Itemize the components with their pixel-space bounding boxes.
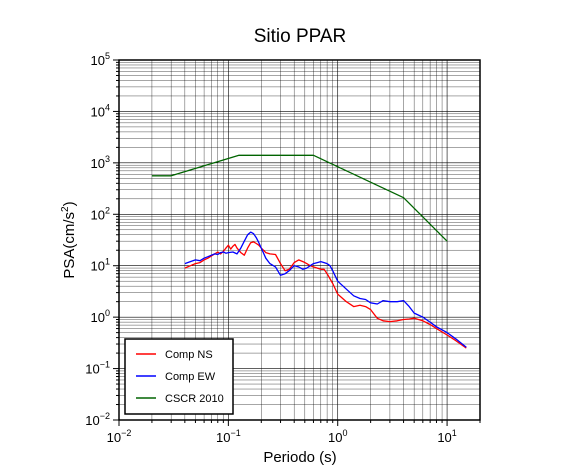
x-tick-label: 10−2 xyxy=(107,428,132,445)
y-tick-label: 10−1 xyxy=(85,360,110,377)
y-axis-label-end: ) xyxy=(61,201,78,206)
legend-label-cscr: CSCR 2010 xyxy=(165,393,224,405)
y-tick-label: 10−2 xyxy=(85,411,110,428)
y-axis-label-sup: 2 xyxy=(60,206,71,212)
series-line-2 xyxy=(151,154,448,242)
chart-title: Sitio PPAR xyxy=(254,26,347,47)
series-lines xyxy=(151,154,467,349)
legend: Comp NS Comp EW CSCR 2010 xyxy=(124,338,234,415)
y-tick-label: 104 xyxy=(91,102,110,119)
x-axis-label: Periodo (s) xyxy=(263,449,336,466)
x-tick-label: 100 xyxy=(328,428,347,445)
series-line-1 xyxy=(184,231,467,348)
x-tick-label: 10−1 xyxy=(216,428,241,445)
y-tick-label: 101 xyxy=(91,257,110,274)
y-axis-label: PSA(cm/s2) xyxy=(60,201,78,278)
plot-frame xyxy=(118,59,481,421)
axis-ticks: 10−2 10−1 100 101 10−2 10−1 100 101 102 103 104 105 xyxy=(85,51,481,445)
legend-label-ns: Comp NS xyxy=(165,349,213,361)
y-tick-label: 102 xyxy=(91,205,110,222)
legend-label-ew: Comp EW xyxy=(165,371,216,383)
y-tick-label: 103 xyxy=(91,154,110,171)
grid xyxy=(118,59,481,421)
y-tick-label: 100 xyxy=(91,308,110,325)
x-tick-label: 101 xyxy=(437,428,456,445)
y-tick-label: 105 xyxy=(91,51,110,68)
series-line-0 xyxy=(184,241,467,349)
y-axis-label-base: PSA(cm/s xyxy=(61,212,78,279)
